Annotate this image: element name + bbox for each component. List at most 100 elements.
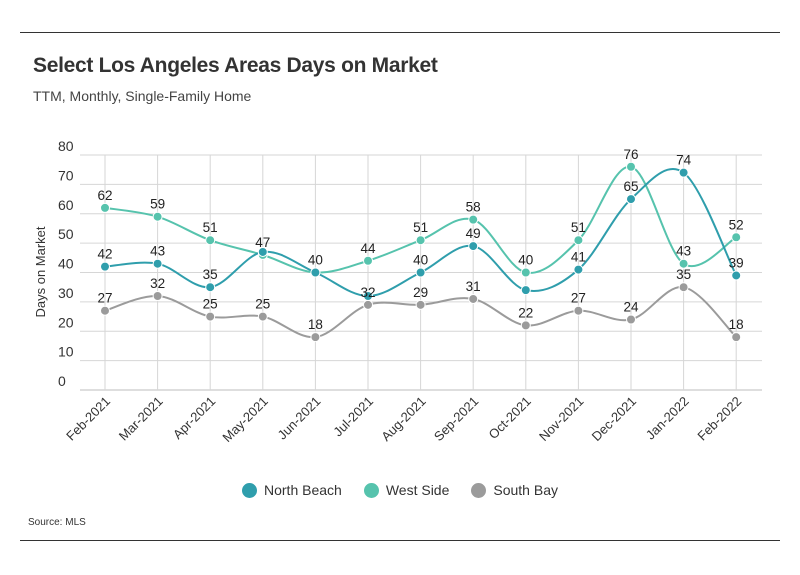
data-point-north-beach bbox=[626, 194, 636, 205]
data-label-south-bay: 31 bbox=[466, 279, 481, 294]
data-label-north-beach: 42 bbox=[97, 247, 112, 262]
y-tick-label: 20 bbox=[58, 314, 74, 330]
x-tick-label: Dec-2021 bbox=[589, 394, 639, 444]
y-tick-labels: 0 10 20 30 40 50 60 70 80 bbox=[58, 138, 74, 389]
legend-item-south-bay: South Bay bbox=[471, 482, 558, 498]
x-tick-label: Mar-2021 bbox=[116, 394, 166, 444]
chart-subtitle: TTM, Monthly, Single-Family Home bbox=[33, 88, 252, 104]
data-point-west-side bbox=[363, 255, 373, 266]
data-label-south-bay: 18 bbox=[729, 317, 744, 332]
data-label-north-beach: 40 bbox=[413, 253, 428, 268]
data-point-north-beach bbox=[363, 291, 373, 301]
data-label-west-side: 51 bbox=[203, 220, 218, 235]
data-point-west-side bbox=[205, 235, 216, 246]
data-point-south-bay bbox=[520, 320, 531, 331]
legend-label: West Side bbox=[385, 482, 450, 498]
data-label-south-bay: 29 bbox=[413, 285, 428, 300]
data-label-west-side: 58 bbox=[466, 200, 481, 215]
data-point-north-beach bbox=[100, 261, 110, 272]
chart-title: Select Los Angeles Areas Days on Market bbox=[33, 54, 438, 77]
data-label-west-side: 43 bbox=[676, 244, 691, 259]
data-point-west-side bbox=[415, 235, 426, 246]
data-label-south-bay: 24 bbox=[623, 300, 639, 315]
legend-label: North Beach bbox=[264, 482, 342, 498]
legend-item-west-side: West Side bbox=[363, 482, 450, 498]
data-point-south-bay bbox=[100, 305, 110, 316]
data-label-south-bay: 18 bbox=[308, 317, 323, 332]
y-tick-label: 60 bbox=[58, 197, 74, 213]
legend: North Beach West Side South Bay bbox=[0, 482, 800, 498]
data-labels: 27 32 25 25 18 32 29 31 22 27 24 35 18 62 59 51 47 40 44 51… bbox=[97, 147, 743, 332]
data-points bbox=[100, 161, 742, 343]
data-point-south-bay bbox=[310, 332, 321, 343]
x-tick-label: Jun-2021 bbox=[275, 394, 324, 443]
data-label-south-bay: 25 bbox=[203, 297, 218, 312]
x-tick-label: Sep-2021 bbox=[431, 394, 481, 444]
data-point-north-beach bbox=[573, 264, 584, 275]
data-point-north-beach bbox=[310, 267, 321, 278]
data-label-south-bay: 27 bbox=[97, 291, 112, 306]
legend-swatch-south-bay bbox=[471, 482, 487, 498]
data-label-north-beach: 39 bbox=[729, 255, 744, 270]
data-label-north-beach: 35 bbox=[203, 267, 218, 282]
data-label-north-beach: 74 bbox=[676, 153, 692, 168]
data-point-west-side bbox=[468, 214, 479, 225]
x-tick-label: May-2021 bbox=[219, 394, 270, 445]
y-tick-label: 50 bbox=[58, 226, 74, 242]
top-rule bbox=[20, 32, 780, 33]
data-point-north-beach bbox=[415, 267, 426, 278]
data-label-north-beach: 65 bbox=[623, 179, 638, 194]
x-tick-label: Aug-2021 bbox=[378, 394, 428, 444]
data-label-south-bay: 25 bbox=[255, 297, 270, 312]
data-label-west-side: 44 bbox=[360, 241, 376, 256]
source-note: Source: MLS bbox=[28, 517, 86, 528]
y-tick-label: 10 bbox=[58, 344, 74, 360]
data-point-west-side bbox=[573, 235, 584, 246]
data-label-south-bay: 35 bbox=[676, 267, 691, 282]
x-tick-label: Apr-2021 bbox=[170, 394, 218, 442]
data-point-south-bay bbox=[468, 293, 479, 304]
data-label-south-bay: 22 bbox=[518, 305, 533, 320]
data-point-west-side bbox=[678, 258, 689, 269]
data-point-north-beach bbox=[152, 258, 163, 269]
data-label-south-bay: 32 bbox=[150, 276, 165, 291]
data-point-south-bay bbox=[678, 282, 689, 293]
data-point-north-beach bbox=[257, 246, 268, 257]
data-label-west-side: 52 bbox=[729, 217, 744, 232]
data-point-west-side bbox=[100, 202, 110, 213]
series-line-west-side bbox=[104, 165, 737, 274]
data-label-west-side: 62 bbox=[97, 188, 112, 203]
data-point-west-side bbox=[152, 211, 163, 222]
x-tick-label: Feb-2021 bbox=[63, 394, 113, 444]
y-tick-label: 0 bbox=[58, 373, 66, 389]
y-tick-label: 40 bbox=[58, 256, 74, 272]
bottom-rule bbox=[20, 540, 780, 541]
data-point-north-beach bbox=[731, 270, 742, 281]
y-tick-label: 70 bbox=[58, 167, 74, 183]
data-label-north-beach: 49 bbox=[466, 226, 481, 241]
legend-label: South Bay bbox=[493, 482, 558, 498]
data-label-west-side: 76 bbox=[623, 147, 638, 162]
x-tick-label: Jul-2021 bbox=[330, 394, 376, 440]
data-point-south-bay bbox=[257, 311, 268, 322]
data-point-west-side bbox=[731, 232, 742, 243]
data-label-west-side: 59 bbox=[150, 197, 165, 212]
data-point-south-bay bbox=[731, 332, 742, 343]
data-label-west-side: 40 bbox=[308, 253, 323, 268]
y-axis-label: Days on Market bbox=[33, 226, 48, 317]
data-point-south-bay bbox=[415, 299, 426, 310]
data-point-north-beach bbox=[205, 282, 216, 293]
data-point-west-side bbox=[520, 267, 531, 278]
data-point-north-beach bbox=[678, 167, 689, 178]
data-label-west-side: 47 bbox=[255, 235, 270, 250]
data-label-west-side: 51 bbox=[571, 220, 586, 235]
data-label-north-beach: 43 bbox=[150, 244, 165, 259]
data-point-south-bay bbox=[363, 299, 373, 310]
x-tick-label: Jan-2022 bbox=[643, 394, 692, 443]
legend-item-north-beach: North Beach bbox=[242, 482, 342, 498]
data-label-north-beach: 41 bbox=[571, 250, 586, 265]
data-label-west-side: 51 bbox=[413, 220, 428, 235]
x-tick-label: Nov-2021 bbox=[536, 394, 586, 444]
data-point-north-beach bbox=[468, 241, 479, 252]
